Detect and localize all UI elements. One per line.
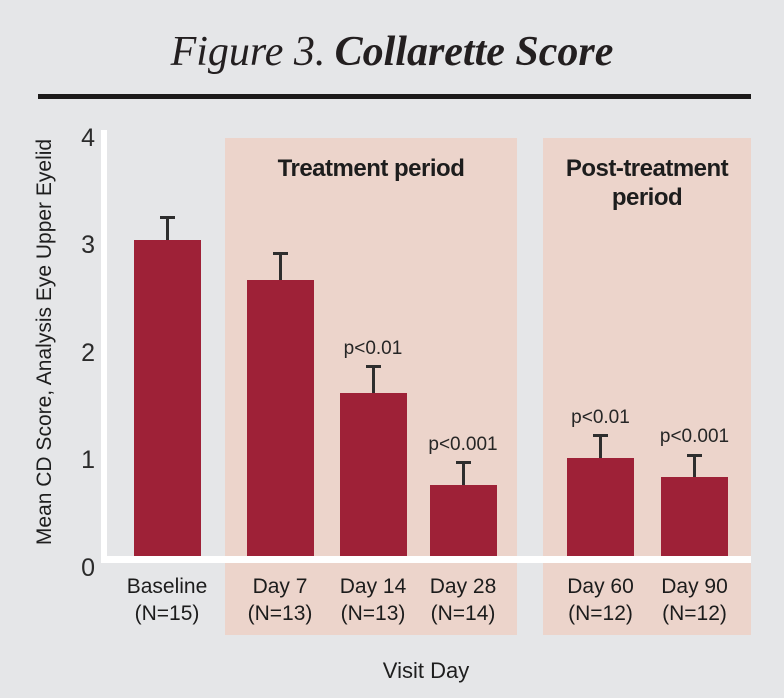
visit-day-label: Day 7 xyxy=(252,575,308,598)
figure-title: Figure 3. Collarette Score xyxy=(0,24,784,82)
p-value-label: p<0.01 xyxy=(571,406,630,428)
y-tick-label-0: 0 xyxy=(81,554,95,582)
sample-size-label: (N=13) xyxy=(340,602,406,625)
treatment-period-label: Treatment period xyxy=(277,155,465,182)
error-bar-cap xyxy=(593,434,608,438)
error-bar-stem xyxy=(278,253,282,280)
error-bar-stem xyxy=(165,217,169,240)
visit-day-label: Day 28 xyxy=(429,575,497,598)
y-tick-label-4: 4 xyxy=(81,123,95,152)
bar-baseline xyxy=(133,239,201,556)
p-value-label: p<0.001 xyxy=(659,426,730,448)
error-bar-stem xyxy=(693,455,696,477)
title-divider xyxy=(38,94,751,99)
x-tick-label: Day 28 (N=14) xyxy=(398,573,528,627)
x-axis-line xyxy=(101,556,751,563)
error-bar-cap xyxy=(159,215,175,219)
x-tick-label: Baseline (N=15) xyxy=(102,573,232,627)
bar-day-28 xyxy=(429,485,497,556)
x-tick-label: Day 14 (N=13) xyxy=(308,573,438,627)
sample-size-label: (N=15) xyxy=(134,602,200,625)
post-treatment-period-label: Post-treatment period xyxy=(565,155,729,211)
p-value-label: p<0.001 xyxy=(428,433,498,455)
y-tick-label-1: 1 xyxy=(81,446,95,475)
p-value-label: p<0.01 xyxy=(343,337,403,359)
sample-size-label: (N=13) xyxy=(247,602,313,625)
visit-day-label: Baseline xyxy=(126,575,208,598)
x-tick-label: Day 90 (N=12) xyxy=(630,573,760,627)
visit-day-label: Day 90 xyxy=(661,575,728,598)
bar-day-60 xyxy=(567,458,634,556)
figure-number: Figure 3. xyxy=(170,29,326,75)
x-tick-label: Day 7 (N=13) xyxy=(215,573,345,627)
error-bar-stem xyxy=(371,366,375,393)
sample-size-label: (N=14) xyxy=(430,602,496,625)
bar-day-14 xyxy=(339,392,407,556)
sample-size-label: (N=12) xyxy=(662,602,727,625)
error-bar-stem xyxy=(461,462,465,486)
bar-day-90 xyxy=(661,476,728,556)
x-tick-label: Day 60 (N=12) xyxy=(536,573,666,627)
error-bar-cap xyxy=(272,252,288,256)
y-axis-line xyxy=(101,130,107,563)
error-bar-cap xyxy=(687,453,702,457)
visit-day-label: Day 14 xyxy=(339,575,407,598)
error-bar-stem xyxy=(599,435,602,459)
y-tick-label-3: 3 xyxy=(81,231,95,260)
error-bar-cap xyxy=(455,461,471,465)
figure-name: Collarette Score xyxy=(334,29,614,75)
y-tick-label-2: 2 xyxy=(81,338,95,367)
error-bar-cap xyxy=(365,365,381,369)
visit-day-label: Day 60 xyxy=(567,575,634,598)
x-axis-title: Visit Day xyxy=(382,658,470,683)
sample-size-label: (N=12) xyxy=(568,602,633,625)
bar-day-7 xyxy=(246,279,314,556)
